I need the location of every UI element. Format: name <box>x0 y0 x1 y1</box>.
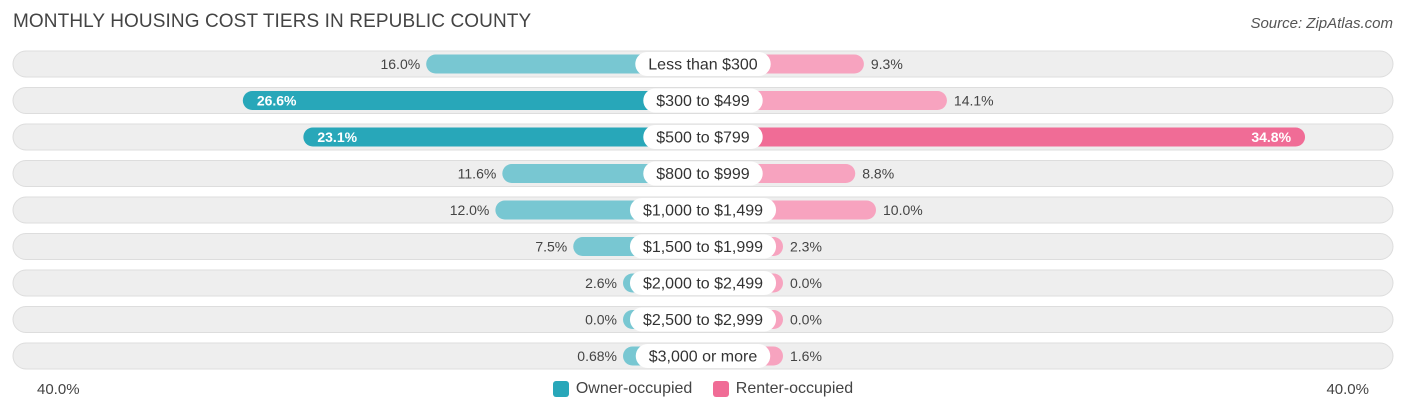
renter-value-label: 1.6% <box>790 348 822 364</box>
category-label: $300 to $499 <box>656 93 750 110</box>
legend-label-renter: Renter-occupied <box>735 380 854 397</box>
renter-value-label: 0.0% <box>790 275 822 291</box>
owner-bar <box>242 91 703 110</box>
legend-swatch-owner <box>552 381 569 397</box>
category-pill <box>629 271 777 295</box>
legend-label-owner: Owner-occupied <box>575 380 693 397</box>
renter-value-label: 2.3% <box>790 239 822 255</box>
renter-value-label: 14.1% <box>954 93 994 109</box>
renter-value-label: 9.3% <box>871 56 903 72</box>
owner-value-label: 0.0% <box>585 312 617 328</box>
axis-right-label: 40.0% <box>1326 381 1369 398</box>
category-label: $3,000 or more <box>649 349 758 366</box>
category-label: $500 to $799 <box>656 130 750 147</box>
category-label: $2,500 to $2,999 <box>643 312 763 329</box>
category-pill <box>635 344 771 368</box>
legend-swatch-renter <box>712 381 729 397</box>
renter-bar <box>703 127 1306 147</box>
category-pill <box>643 88 763 113</box>
renter-value-label: 0.0% <box>790 312 822 328</box>
owner-value-label: 0.68% <box>577 348 617 364</box>
category-label: $1,000 to $1,499 <box>643 203 763 220</box>
legend: Owner-occupied Renter-occupied <box>0 380 1406 402</box>
chart-title: MONTHLY HOUSING COST TIERS IN REPUBLIC C… <box>13 11 532 32</box>
owner-value-label: 11.6% <box>458 166 497 182</box>
source-note: Source: ZipAtlas.com <box>1250 15 1393 32</box>
category-label: $2,000 to $2,499 <box>643 276 763 293</box>
renter-value-label: 8.8% <box>862 166 894 182</box>
legend-item-owner[interactable]: Owner-occupied <box>552 380 693 398</box>
category-label: Less than $300 <box>648 57 758 74</box>
category-pill <box>629 234 777 259</box>
category-pill <box>629 307 777 332</box>
owner-bar <box>426 54 703 74</box>
category-label: $1,500 to $1,999 <box>643 239 763 256</box>
owner-bar <box>303 127 703 147</box>
category-pill <box>629 198 777 222</box>
owner-value-label: 2.6% <box>585 275 617 291</box>
axis-left-label: 40.0% <box>37 381 80 398</box>
legend-item-renter[interactable]: Renter-occupied <box>712 380 854 398</box>
renter-bar <box>703 91 947 110</box>
renter-value-label: 10.0% <box>883 202 923 218</box>
renter-value-label: 34.8% <box>1251 129 1291 145</box>
category-pill <box>643 125 763 149</box>
category-label: $800 to $999 <box>656 166 750 183</box>
owner-value-label: 16.0% <box>380 56 420 72</box>
owner-value-label: 23.1% <box>317 129 357 145</box>
category-pill <box>635 52 771 76</box>
owner-value-label: 26.6% <box>257 93 297 109</box>
owner-value-label: 12.0% <box>450 202 490 218</box>
owner-value-label: 7.5% <box>535 239 567 255</box>
category-pill <box>643 161 763 186</box>
